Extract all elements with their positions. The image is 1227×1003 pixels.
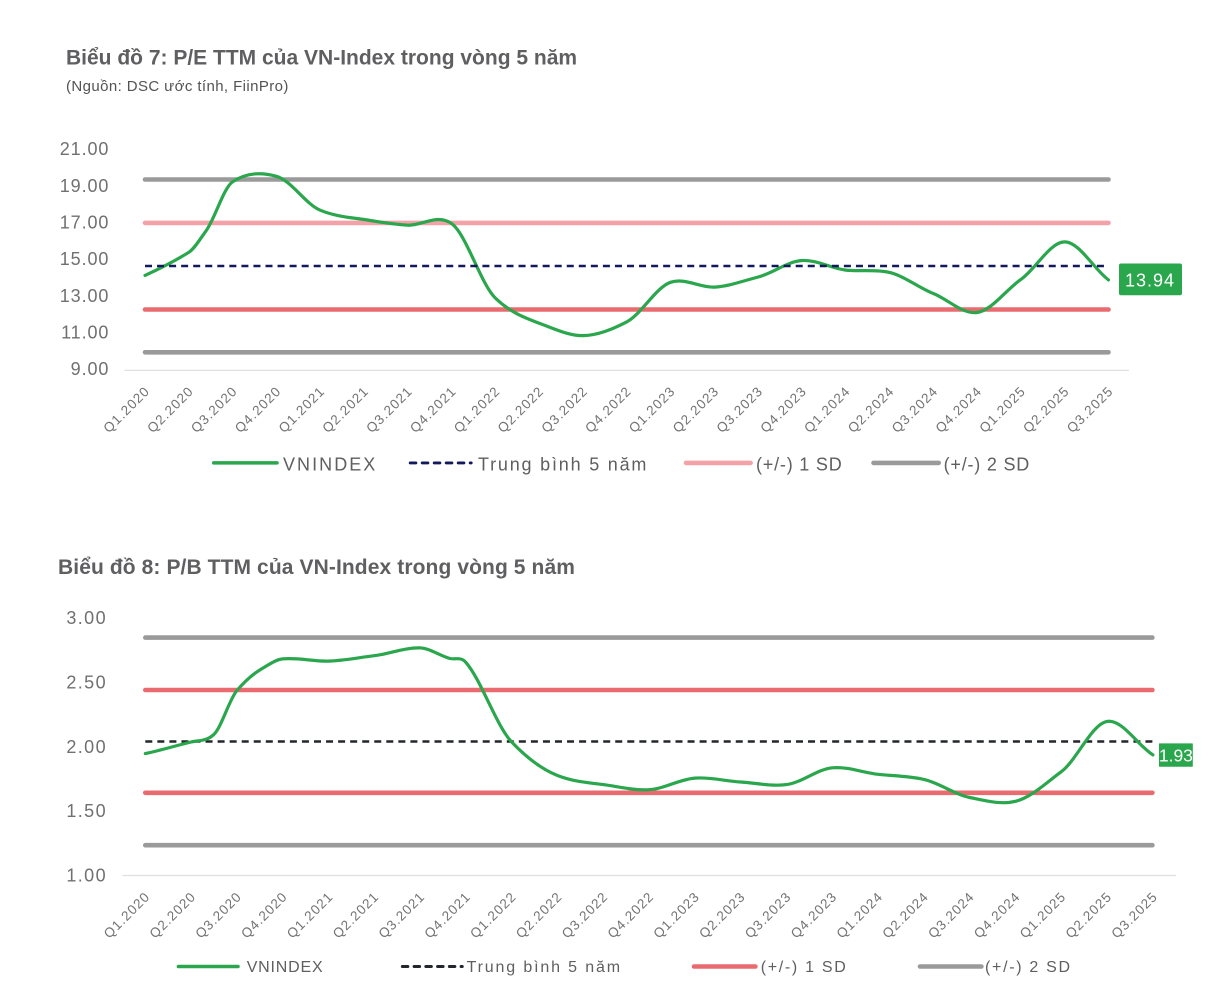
svg-text:2.50: 2.50 — [66, 672, 107, 692]
svg-text:Trung bình 5 năm: Trung bình 5 năm — [467, 959, 622, 976]
svg-text:Biểu đồ 8: P/B TTM của VN-Inde: Biểu đồ 8: P/B TTM của VN-Index trong vò… — [58, 556, 575, 579]
svg-text:VNINDEX: VNINDEX — [283, 455, 377, 475]
svg-text:(+/-) 2 SD: (+/-) 2 SD — [985, 959, 1072, 976]
svg-text:(+/-) 1 SD: (+/-) 1 SD — [761, 959, 848, 976]
svg-text:VNINDEX: VNINDEX — [247, 959, 324, 976]
svg-text:(+/-) 2 SD: (+/-) 2 SD — [944, 455, 1031, 475]
svg-text:3.00: 3.00 — [66, 608, 107, 628]
svg-text:1.00: 1.00 — [66, 866, 107, 886]
svg-text:15.00: 15.00 — [60, 249, 110, 269]
svg-text:(+/-) 1 SD: (+/-) 1 SD — [756, 455, 843, 475]
svg-text:1.93: 1.93 — [1159, 746, 1193, 766]
svg-text:1.50: 1.50 — [66, 801, 107, 821]
svg-text:Biểu đồ 7: P/E TTM của VN-Inde: Biểu đồ 7: P/E TTM của VN-Index trong vò… — [66, 47, 577, 70]
svg-text:11.00: 11.00 — [61, 323, 109, 343]
svg-text:17.00: 17.00 — [60, 213, 110, 233]
svg-text:2.00: 2.00 — [66, 737, 107, 757]
svg-text:9.00: 9.00 — [71, 359, 110, 379]
svg-text:13.94: 13.94 — [1125, 270, 1175, 290]
svg-text:(Nguồn: DSC ước tính, FiinPro): (Nguồn: DSC ước tính, FiinPro) — [66, 78, 289, 95]
svg-text:13.00: 13.00 — [60, 286, 110, 306]
svg-text:Trung bình 5 năm: Trung bình 5 năm — [478, 455, 648, 475]
svg-text:21.00: 21.00 — [60, 139, 110, 159]
svg-text:19.00: 19.00 — [60, 176, 110, 196]
